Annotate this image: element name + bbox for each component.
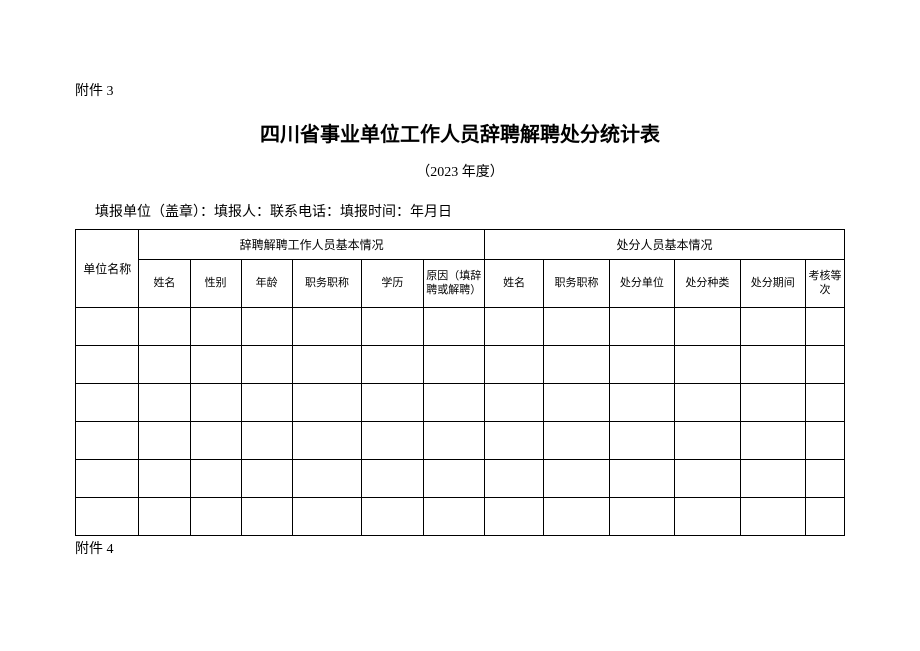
table-row [76, 308, 845, 346]
header-group-punishment: 处分人员基本情况 [484, 230, 844, 260]
header-job-title: 职务职称 [292, 260, 362, 308]
header-unit: 单位名称 [76, 230, 139, 308]
header-education: 学历 [362, 260, 423, 308]
header-punish-type: 处分种类 [675, 260, 740, 308]
header-assess-level: 考核等次 [806, 260, 845, 308]
attachment-label-top: 附件 3 [75, 80, 845, 100]
attachment-label-bottom: 附件 4 [75, 538, 845, 558]
header-punish-unit: 处分单位 [609, 260, 674, 308]
header-name2: 姓名 [484, 260, 543, 308]
table-row [76, 422, 845, 460]
header-name: 姓名 [139, 260, 190, 308]
table-row [76, 346, 845, 384]
header-age: 年龄 [241, 260, 292, 308]
header-punish-period: 处分期间 [740, 260, 805, 308]
header-job-title2: 职务职称 [544, 260, 609, 308]
header-gender: 性别 [190, 260, 241, 308]
year-label: （2023 年度） [75, 161, 845, 181]
table-row [76, 498, 845, 536]
statistics-table: 单位名称 辞聘解聘工作人员基本情况 处分人员基本情况 姓名 性别 年龄 职务职称… [75, 229, 845, 536]
page-title: 四川省事业单位工作人员辞聘解聘处分统计表 [75, 118, 845, 147]
header-reason: 原因（填辞聘或解聘） [423, 260, 484, 308]
header-group-dismissal: 辞聘解聘工作人员基本情况 [139, 230, 485, 260]
form-info-line: 填报单位（盖章）：填报人：联系电话：填报时间：年月日 [75, 201, 845, 221]
table-row [76, 460, 845, 498]
table-row [76, 384, 845, 422]
